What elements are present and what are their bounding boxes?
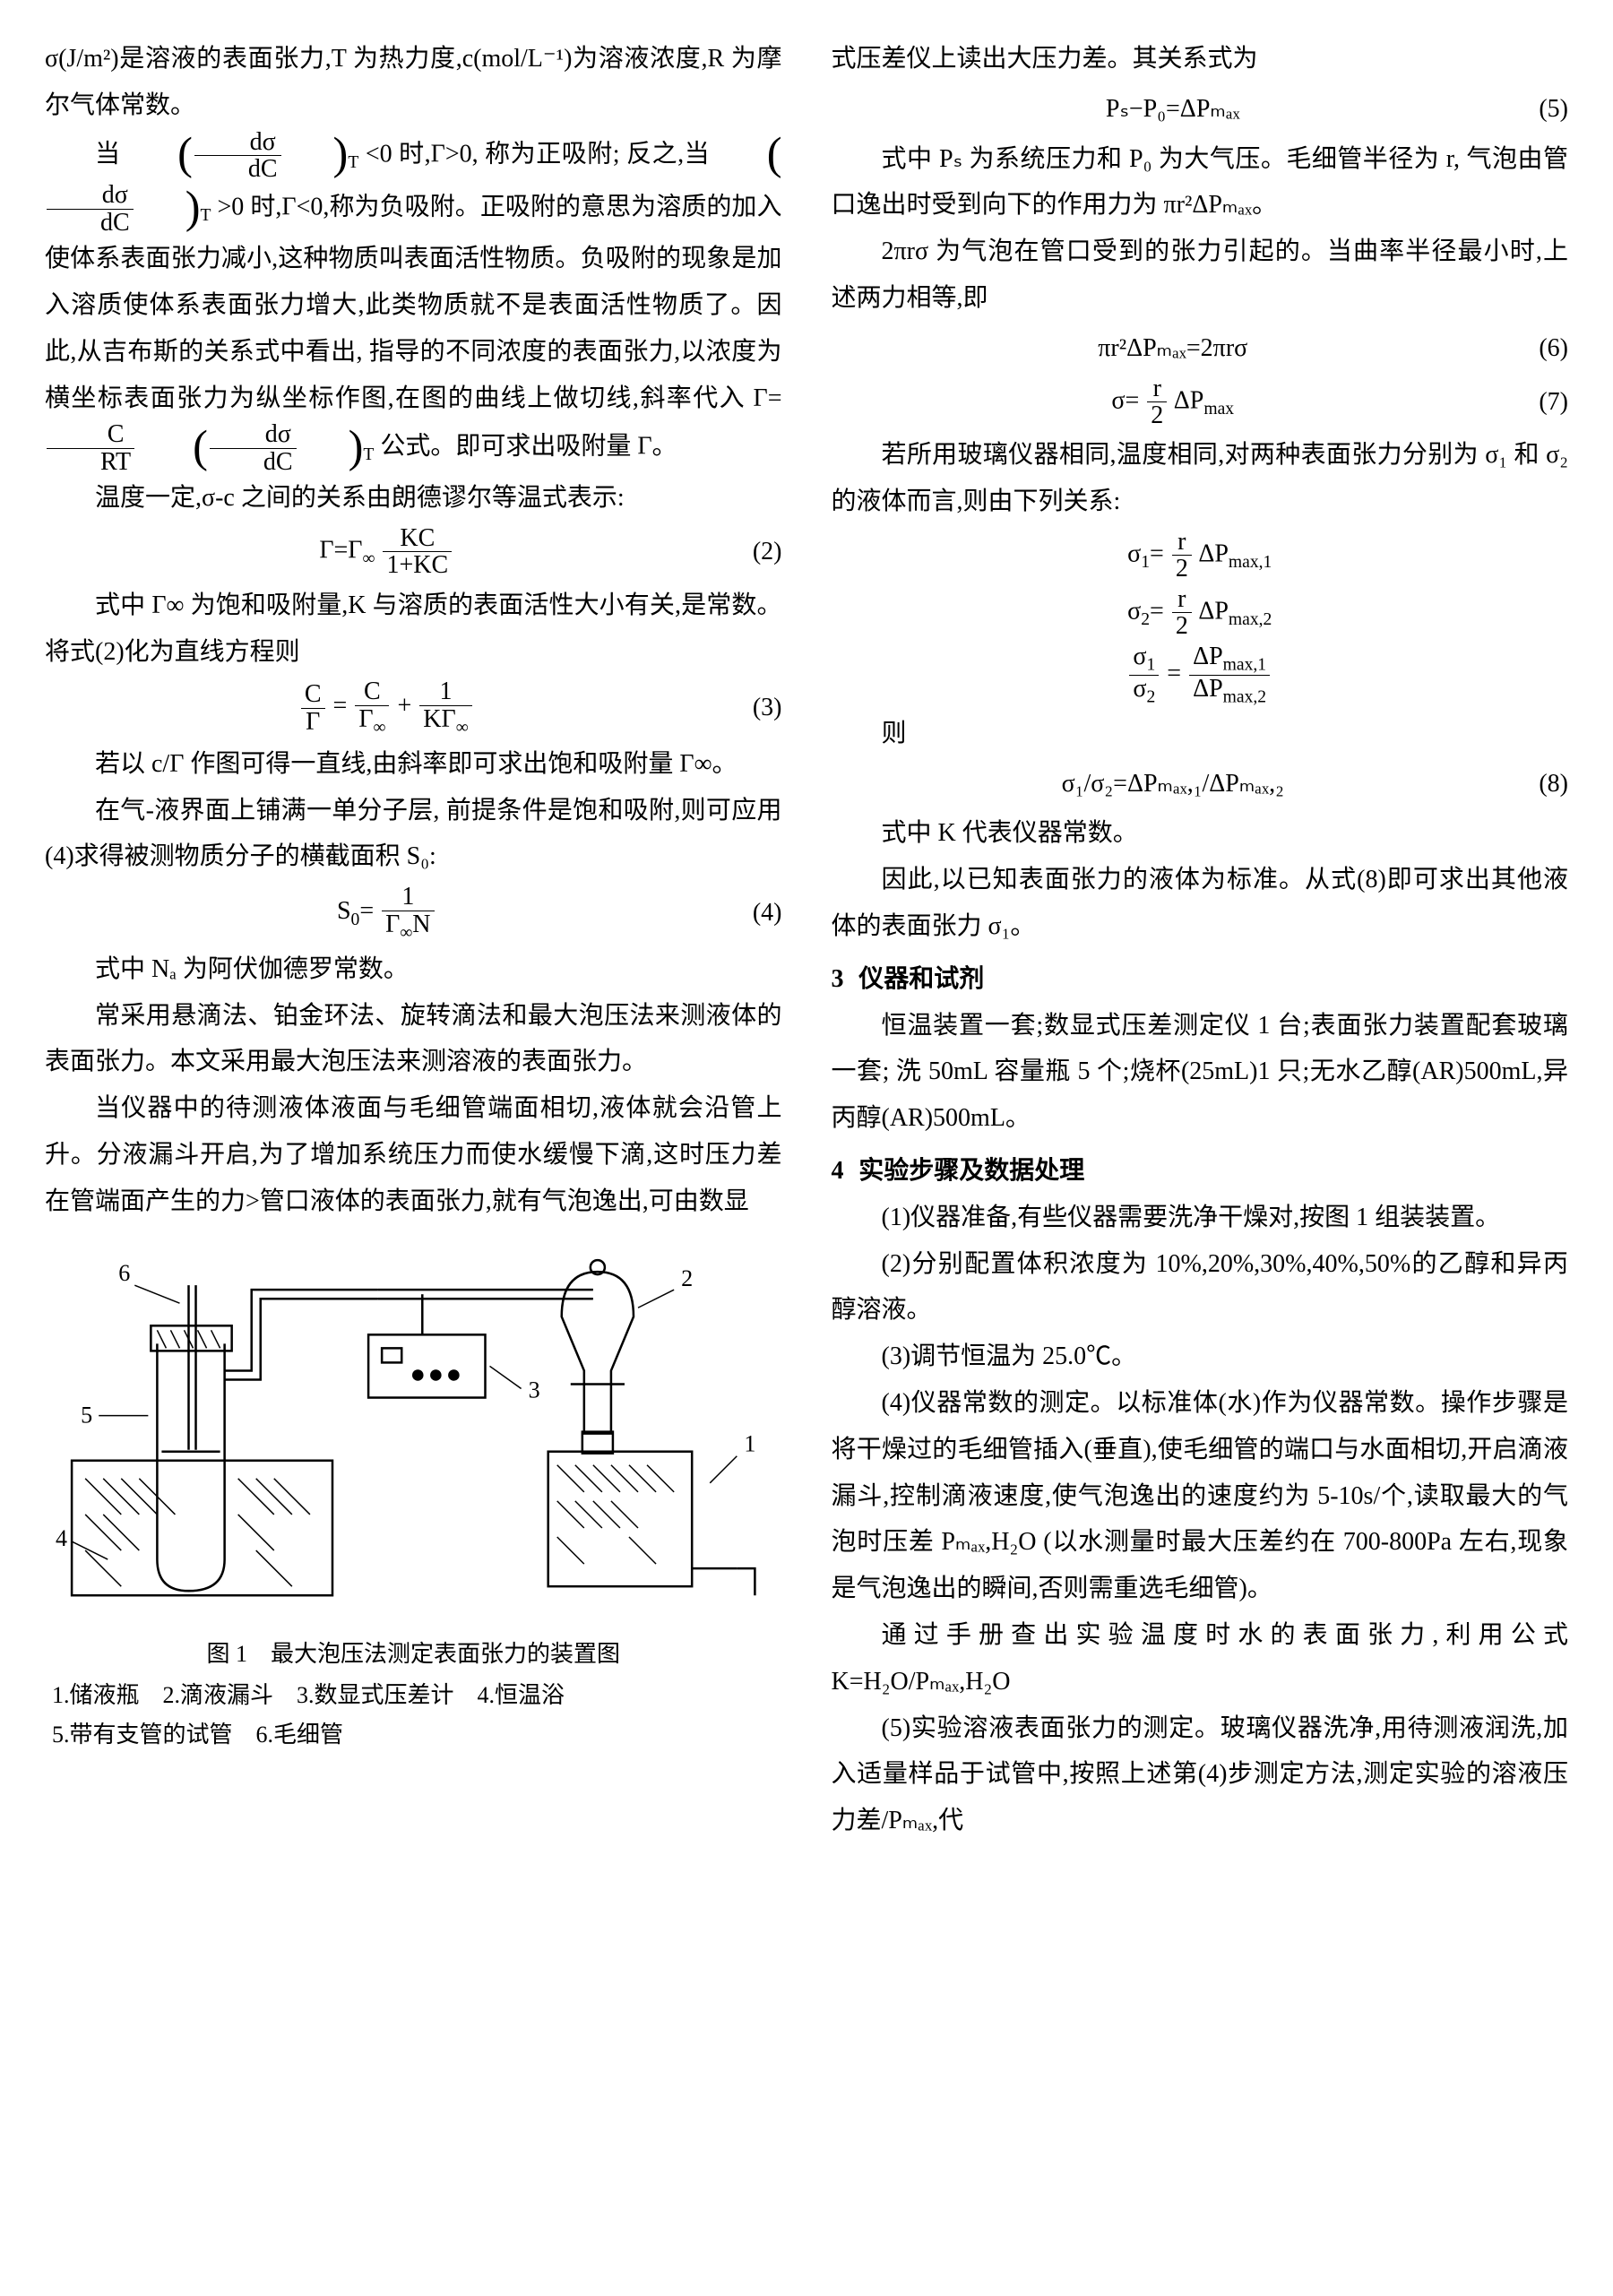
heading-4: 4 实验步骤及数据处理 [832,1147,1569,1195]
equation-8: σ₁/σ₂=ΔPₘₐₓ,₁/ΔPₘₐₓ,₂ (8) [832,761,1569,807]
fraction-dsigma-dc-2: dσdC [47,182,134,236]
para-r12: (4)仪器常数的测定。以标准体(水)作为仪器常数。操作步骤是将干燥过的毛细管插入… [832,1380,1569,1612]
para-r2: 式中 Pₛ 为系统压力和 P₀ 为大气压。毛细管半径为 r, 气泡由管口逸出时受… [832,136,1569,229]
fraction-c-rt: CRT [47,421,134,475]
fig-label-6: 6 [118,1260,130,1286]
equation-body: σ= r2 ΔPmax [832,375,1515,429]
equation-sigma2: σ2= r2 ΔPmax,2 [832,586,1569,640]
para-r4: 若所用玻璃仪器相同,温度相同,对两种表面张力分别为 σ₁ 和 σ₂ 的液体而言,… [832,432,1569,525]
para-l6: 若以 c/Γ 作图可得一直线,由斜率即可求出饱和吸附量 Γ∞。 [45,741,782,788]
figure-caption-line1: 1.储液瓶 2.滴液漏斗 3.数显式压差计 4.恒温浴 [45,1676,782,1715]
equation-sigma1: σ1= r2 ΔPmax,1 [832,529,1569,583]
equation-number: (3) [729,685,782,731]
rparen-icon: ) [298,424,364,469]
figure-caption-main: 图 1 最大泡压法测定表面张力的装置图 [45,1633,782,1676]
equation-body: Γ=Γ∞ KC1+KC [45,525,729,579]
para-l1: σ(J/m²)是溶液的表面张力,T 为热力度,c(mol/L⁻¹)为溶液浓度,R… [45,36,782,129]
heading-number: 3 [832,965,844,993]
subscript-t: T [348,153,358,172]
para-r13: 通过手册查出实验温度时水的表面张力,利用公式 K=H₂O/Pₘₐₓ,H₂O [832,1612,1569,1705]
para-l5: 式中 Γ∞ 为饱和吸附量,K 与溶质的表面活性大小有关,是常数。将式(2)化为直… [45,583,782,676]
figure-caption-line2: 5.带有支管的试管 6.毛细管 [45,1715,782,1755]
fraction-dsigma-dc: dσdC [194,129,281,183]
heading-text: 仪器和试剂 [858,964,984,992]
equation-number: (4) [729,890,782,937]
equation-body: S0= 1Γ∞N [45,884,729,943]
lparen-icon: ( [717,131,782,176]
para-l9: 常采用悬滴法、铂金环法、旋转滴法和最大泡压法来测液体的表面张力。本文采用最大泡压… [45,993,782,1086]
fig-label-5: 5 [81,1402,92,1428]
right-column: 式压差仪上读出大压力差。其关系式为 Pₛ−P₀=ΔPₘₐₓ (5) 式中 Pₛ … [832,36,1569,1844]
heading-3: 3 仪器和试剂 [832,955,1569,1003]
rparen-icon: ) [283,131,349,176]
text: <0 时,Γ>0, 称为正吸附; 反之,当 [366,140,710,168]
para-r11: (3)调节恒温为 25.0℃。 [832,1334,1569,1380]
equation-6: πr²ΔPₘₐₓ=2πrσ (6) [832,325,1569,372]
para-r8: 恒温装置一套;数显式压差测定仪 1 台;表面张力装置配套玻璃一套; 洗 50mL… [832,1003,1569,1142]
equation-number: (8) [1514,761,1568,807]
subscript-t: T [200,206,211,225]
left-column: σ(J/m²)是溶液的表面张力,T 为热力度,c(mol/L⁻¹)为溶液浓度,R… [45,36,782,1844]
heading-text: 实验步骤及数据处理 [858,1156,1084,1184]
equation-body: πr²ΔPₘₐₓ=2πrσ [832,325,1515,372]
equation-number: (5) [1514,86,1568,133]
para-r9: (1)仪器准备,有些仪器需要洗净干燥对,按图 1 组装装置。 [832,1195,1569,1241]
equation-3: CΓ = CΓ∞ + 1KΓ∞ (3) [45,678,782,738]
equation-body: Pₛ−P₀=ΔPₘₐₓ [832,86,1515,133]
fig-label-2: 2 [681,1265,693,1291]
fig-label-1: 1 [744,1430,755,1456]
equation-4: S0= 1Γ∞N (4) [45,884,782,943]
para-r14: (5)实验溶液表面张力的测定。玻璃仪器洗净,用待测液润洗,加入适量样品于试管中,… [832,1705,1569,1844]
text: 公式。即可求出吸附量 Γ。 [380,433,677,461]
fig-label-4: 4 [56,1525,67,1551]
lparen-icon: ( [127,131,193,176]
equation-ratio: σ1σ2 = ΔPmax,1ΔPmax,2 [832,643,1569,707]
equation-body: σ₁/σ₂=ΔPₘₐₓ,₁/ΔPₘₐₓ,₂ [832,761,1515,807]
equation-number: (2) [729,529,782,575]
equation-7: σ= r2 ΔPmax (7) [832,375,1569,429]
para-r3: 2πrσ 为气泡在管口受到的张力引起的。当曲率半径最小时,上述两力相等,即 [832,229,1569,322]
rparen-icon: ) [135,185,201,229]
heading-number: 4 [832,1157,844,1185]
figure-1: 1 2 3 4 5 6 图 1 最大泡压法测定表面张力的装置图 1.储液瓶 2.… [45,1236,782,1756]
equation-5: Pₛ−P₀=ΔPₘₐₓ (5) [832,86,1569,133]
para-l2: 当 (dσdC)T <0 时,Γ>0, 称为正吸附; 反之,当 (dσdC)T … [45,129,782,476]
equation-number: (7) [1514,379,1568,426]
equation-body: CΓ = CΓ∞ + 1KΓ∞ [45,678,729,738]
fraction-dsigma-dc-3: dσdC [210,421,297,475]
fig-label-3: 3 [529,1377,540,1403]
para-l7: 在气-液界面上铺满一单分子层, 前提条件是饱和吸附,则可应用(4)求得被测物质分… [45,788,782,881]
apparatus-diagram-icon: 1 2 3 4 5 6 [45,1236,782,1613]
para-l10: 当仪器中的待测液体液面与毛细管端面相切,液体就会沿管上升。分液漏斗开启,为了增加… [45,1085,782,1224]
subscript-t: T [363,445,374,464]
text: 当 [95,140,121,168]
para-then: 则 [832,711,1569,757]
para-r1: 式压差仪上读出大压力差。其关系式为 [832,36,1569,82]
equation-number: (6) [1514,325,1568,372]
equation-2: Γ=Γ∞ KC1+KC (2) [45,525,782,579]
para-r6: 式中 K 代表仪器常数。 [832,810,1569,857]
para-r7: 因此,以已知表面张力的液体为标准。从式(8)即可求出其他液体的表面张力 σ₁。 [832,857,1569,950]
lparen-icon: ( [142,424,208,469]
para-r10: (2)分别配置体积浓度为 10%,20%,30%,40%,50%的乙醇和异丙醇溶… [832,1241,1569,1334]
two-column-layout: σ(J/m²)是溶液的表面张力,T 为热力度,c(mol/L⁻¹)为溶液浓度,R… [45,36,1568,1844]
para-l8: 式中 Nₐ 为阿伏伽德罗常数。 [45,946,782,993]
para-l4: 温度一定,σ-c 之间的关系由朗德谬尔等温式表示: [45,475,782,522]
